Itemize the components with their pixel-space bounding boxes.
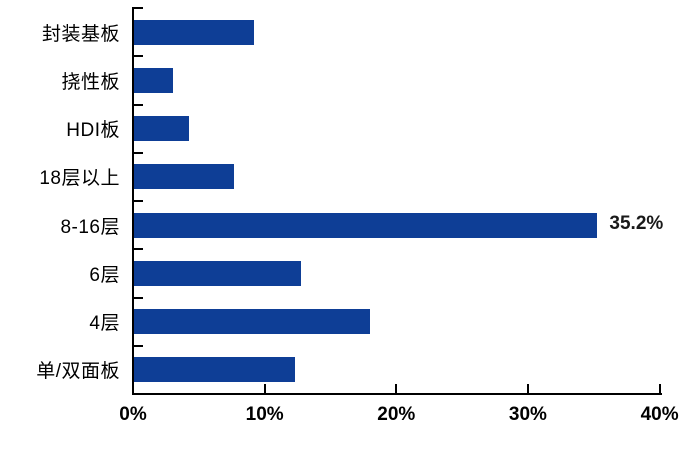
- y-axis-tick: [134, 7, 143, 9]
- x-axis-tick: [132, 384, 134, 393]
- bar: [134, 357, 295, 383]
- x-axis-line: [132, 393, 662, 395]
- y-axis-tick: [134, 296, 143, 299]
- bar: [134, 19, 254, 45]
- bar: [134, 212, 598, 238]
- y-axis-tick: [134, 344, 143, 347]
- x-axis-tick: [658, 384, 661, 393]
- bar: [134, 116, 190, 142]
- x-tick-label: 0%: [119, 404, 147, 425]
- category-label: 8-16层: [60, 216, 120, 238]
- y-axis-tick: [134, 200, 143, 202]
- y-axis-tick: [134, 151, 143, 154]
- y-axis-tick: [134, 55, 143, 58]
- x-tick-label: 20%: [377, 404, 416, 425]
- x-tick-label: 30%: [508, 404, 547, 425]
- y-axis-line: [132, 7, 134, 395]
- x-axis-tick: [263, 384, 266, 393]
- category-label: 封装基板: [41, 23, 120, 45]
- y-axis-tick: [134, 248, 143, 251]
- bar: [134, 309, 370, 335]
- x-axis-tick: [395, 384, 398, 393]
- category-label: HDI板: [66, 120, 120, 142]
- y-axis-tick: [134, 103, 143, 106]
- x-tick-label: 10%: [245, 404, 284, 425]
- category-label: 18层以上: [39, 168, 120, 190]
- y-axis-tick: [134, 393, 143, 395]
- category-label: 挠性板: [61, 71, 120, 93]
- bar: [134, 260, 302, 286]
- category-label: 单/双面板: [36, 361, 120, 383]
- bar: [134, 164, 235, 190]
- bar: [134, 67, 174, 93]
- category-label: 6层: [89, 264, 120, 286]
- data-label: 35.2%: [609, 213, 664, 235]
- x-tick-label: 40%: [640, 404, 679, 425]
- x-axis-tick: [526, 384, 529, 393]
- category-label: 4层: [89, 313, 120, 335]
